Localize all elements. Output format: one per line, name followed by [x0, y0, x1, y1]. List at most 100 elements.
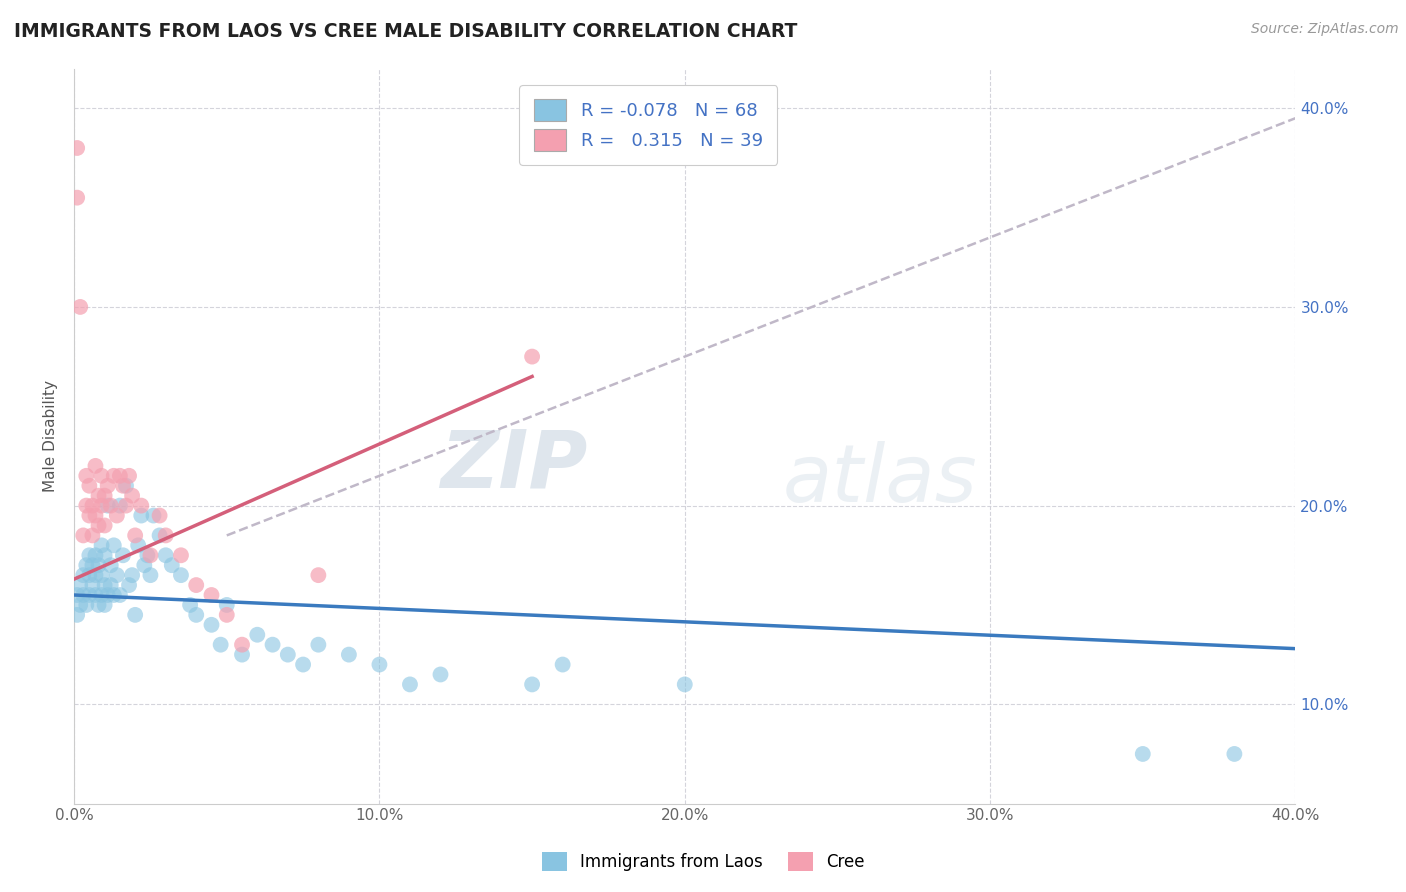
Point	[520, 677, 543, 691]
Point	[87, 558, 110, 573]
Legend: Immigrants from Laos, Cree: Immigrants from Laos, Cree	[533, 843, 873, 880]
Point	[108, 499, 131, 513]
Point	[1132, 747, 1154, 761]
Point	[399, 677, 422, 691]
Point	[97, 479, 120, 493]
Point	[129, 499, 152, 513]
Point	[90, 588, 112, 602]
Point	[231, 648, 253, 662]
Point	[139, 549, 162, 563]
Point	[87, 489, 110, 503]
Point	[337, 648, 360, 662]
Point	[111, 549, 134, 563]
Point	[69, 598, 91, 612]
Point	[186, 578, 208, 592]
Point	[127, 538, 149, 552]
Point	[75, 558, 97, 573]
Point	[82, 558, 104, 573]
Point	[121, 568, 143, 582]
Point	[108, 588, 131, 602]
Point	[84, 508, 107, 523]
Point	[149, 528, 172, 542]
Point	[673, 677, 696, 691]
Point	[66, 141, 89, 155]
Point	[215, 598, 238, 612]
Point	[121, 489, 143, 503]
Point	[93, 549, 115, 563]
Point	[149, 508, 172, 523]
Point	[66, 588, 89, 602]
Point	[72, 568, 94, 582]
Point	[108, 468, 131, 483]
Point	[520, 350, 543, 364]
Point	[142, 508, 165, 523]
Point	[118, 578, 141, 592]
Point	[262, 638, 284, 652]
Point	[87, 598, 110, 612]
Point	[93, 518, 115, 533]
Point	[111, 479, 134, 493]
Point	[292, 657, 315, 672]
Point	[136, 549, 159, 563]
Point	[69, 300, 91, 314]
Point	[155, 528, 177, 542]
Point	[155, 549, 177, 563]
Point	[75, 598, 97, 612]
Point	[66, 191, 89, 205]
Point	[82, 578, 104, 592]
Point	[115, 499, 138, 513]
Point	[1223, 747, 1246, 761]
Point	[100, 499, 122, 513]
Point	[79, 568, 101, 582]
Point	[84, 588, 107, 602]
Point	[90, 468, 112, 483]
Point	[160, 558, 183, 573]
Point	[100, 578, 122, 592]
Point	[72, 588, 94, 602]
Point	[129, 508, 152, 523]
Point	[93, 578, 115, 592]
Point	[75, 499, 97, 513]
Point	[90, 538, 112, 552]
Point	[69, 578, 91, 592]
Point	[186, 607, 208, 622]
Point	[84, 568, 107, 582]
Point	[90, 499, 112, 513]
Point	[105, 568, 128, 582]
Point	[124, 528, 146, 542]
Point	[124, 607, 146, 622]
Point	[209, 638, 232, 652]
Point	[200, 617, 222, 632]
Text: atlas: atlas	[783, 442, 977, 519]
Point	[66, 607, 89, 622]
Point	[115, 479, 138, 493]
Point	[429, 667, 451, 681]
Point	[105, 508, 128, 523]
Point	[307, 638, 329, 652]
Point	[79, 479, 101, 493]
Point	[79, 588, 101, 602]
Point	[100, 558, 122, 573]
Point	[179, 598, 201, 612]
Point	[139, 568, 162, 582]
Point	[118, 468, 141, 483]
Point	[75, 468, 97, 483]
Point	[200, 588, 222, 602]
Point	[170, 549, 193, 563]
Point	[72, 528, 94, 542]
Point	[97, 588, 120, 602]
Point	[84, 549, 107, 563]
Point	[246, 628, 269, 642]
Point	[231, 638, 253, 652]
Point	[93, 489, 115, 503]
Point	[103, 538, 125, 552]
Point	[215, 607, 238, 622]
Point	[277, 648, 299, 662]
Text: Source: ZipAtlas.com: Source: ZipAtlas.com	[1251, 22, 1399, 37]
Point	[84, 458, 107, 473]
Point	[103, 588, 125, 602]
Point	[79, 508, 101, 523]
Legend: R = -0.078   N = 68, R =   0.315   N = 39: R = -0.078 N = 68, R = 0.315 N = 39	[519, 85, 778, 165]
Point	[82, 528, 104, 542]
Point	[103, 468, 125, 483]
